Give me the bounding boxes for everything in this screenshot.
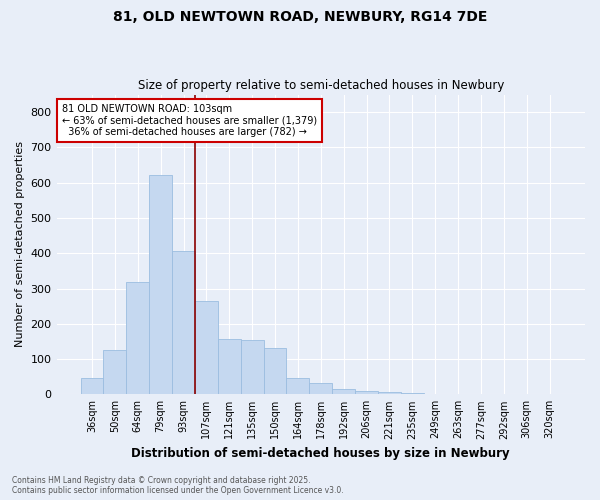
Text: 81, OLD NEWTOWN ROAD, NEWBURY, RG14 7DE: 81, OLD NEWTOWN ROAD, NEWBURY, RG14 7DE xyxy=(113,10,487,24)
Bar xyxy=(310,383,332,394)
Bar xyxy=(127,282,149,395)
Bar xyxy=(80,378,103,394)
Bar xyxy=(103,350,127,395)
Bar xyxy=(263,348,286,395)
Title: Size of property relative to semi-detached houses in Newbury: Size of property relative to semi-detach… xyxy=(137,79,504,92)
X-axis label: Distribution of semi-detached houses by size in Newbury: Distribution of semi-detached houses by … xyxy=(131,447,510,460)
Bar xyxy=(172,252,195,394)
Bar xyxy=(355,391,378,394)
Bar xyxy=(286,378,310,394)
Bar xyxy=(241,340,263,394)
Bar xyxy=(378,392,401,394)
Bar xyxy=(401,393,424,394)
Y-axis label: Number of semi-detached properties: Number of semi-detached properties xyxy=(15,142,25,348)
Bar xyxy=(149,175,172,394)
Text: 81 OLD NEWTOWN ROAD: 103sqm
← 63% of semi-detached houses are smaller (1,379)
  : 81 OLD NEWTOWN ROAD: 103sqm ← 63% of sem… xyxy=(62,104,317,136)
Bar xyxy=(332,390,355,394)
Bar xyxy=(218,338,241,394)
Text: Contains HM Land Registry data © Crown copyright and database right 2025.
Contai: Contains HM Land Registry data © Crown c… xyxy=(12,476,344,495)
Bar xyxy=(195,301,218,394)
